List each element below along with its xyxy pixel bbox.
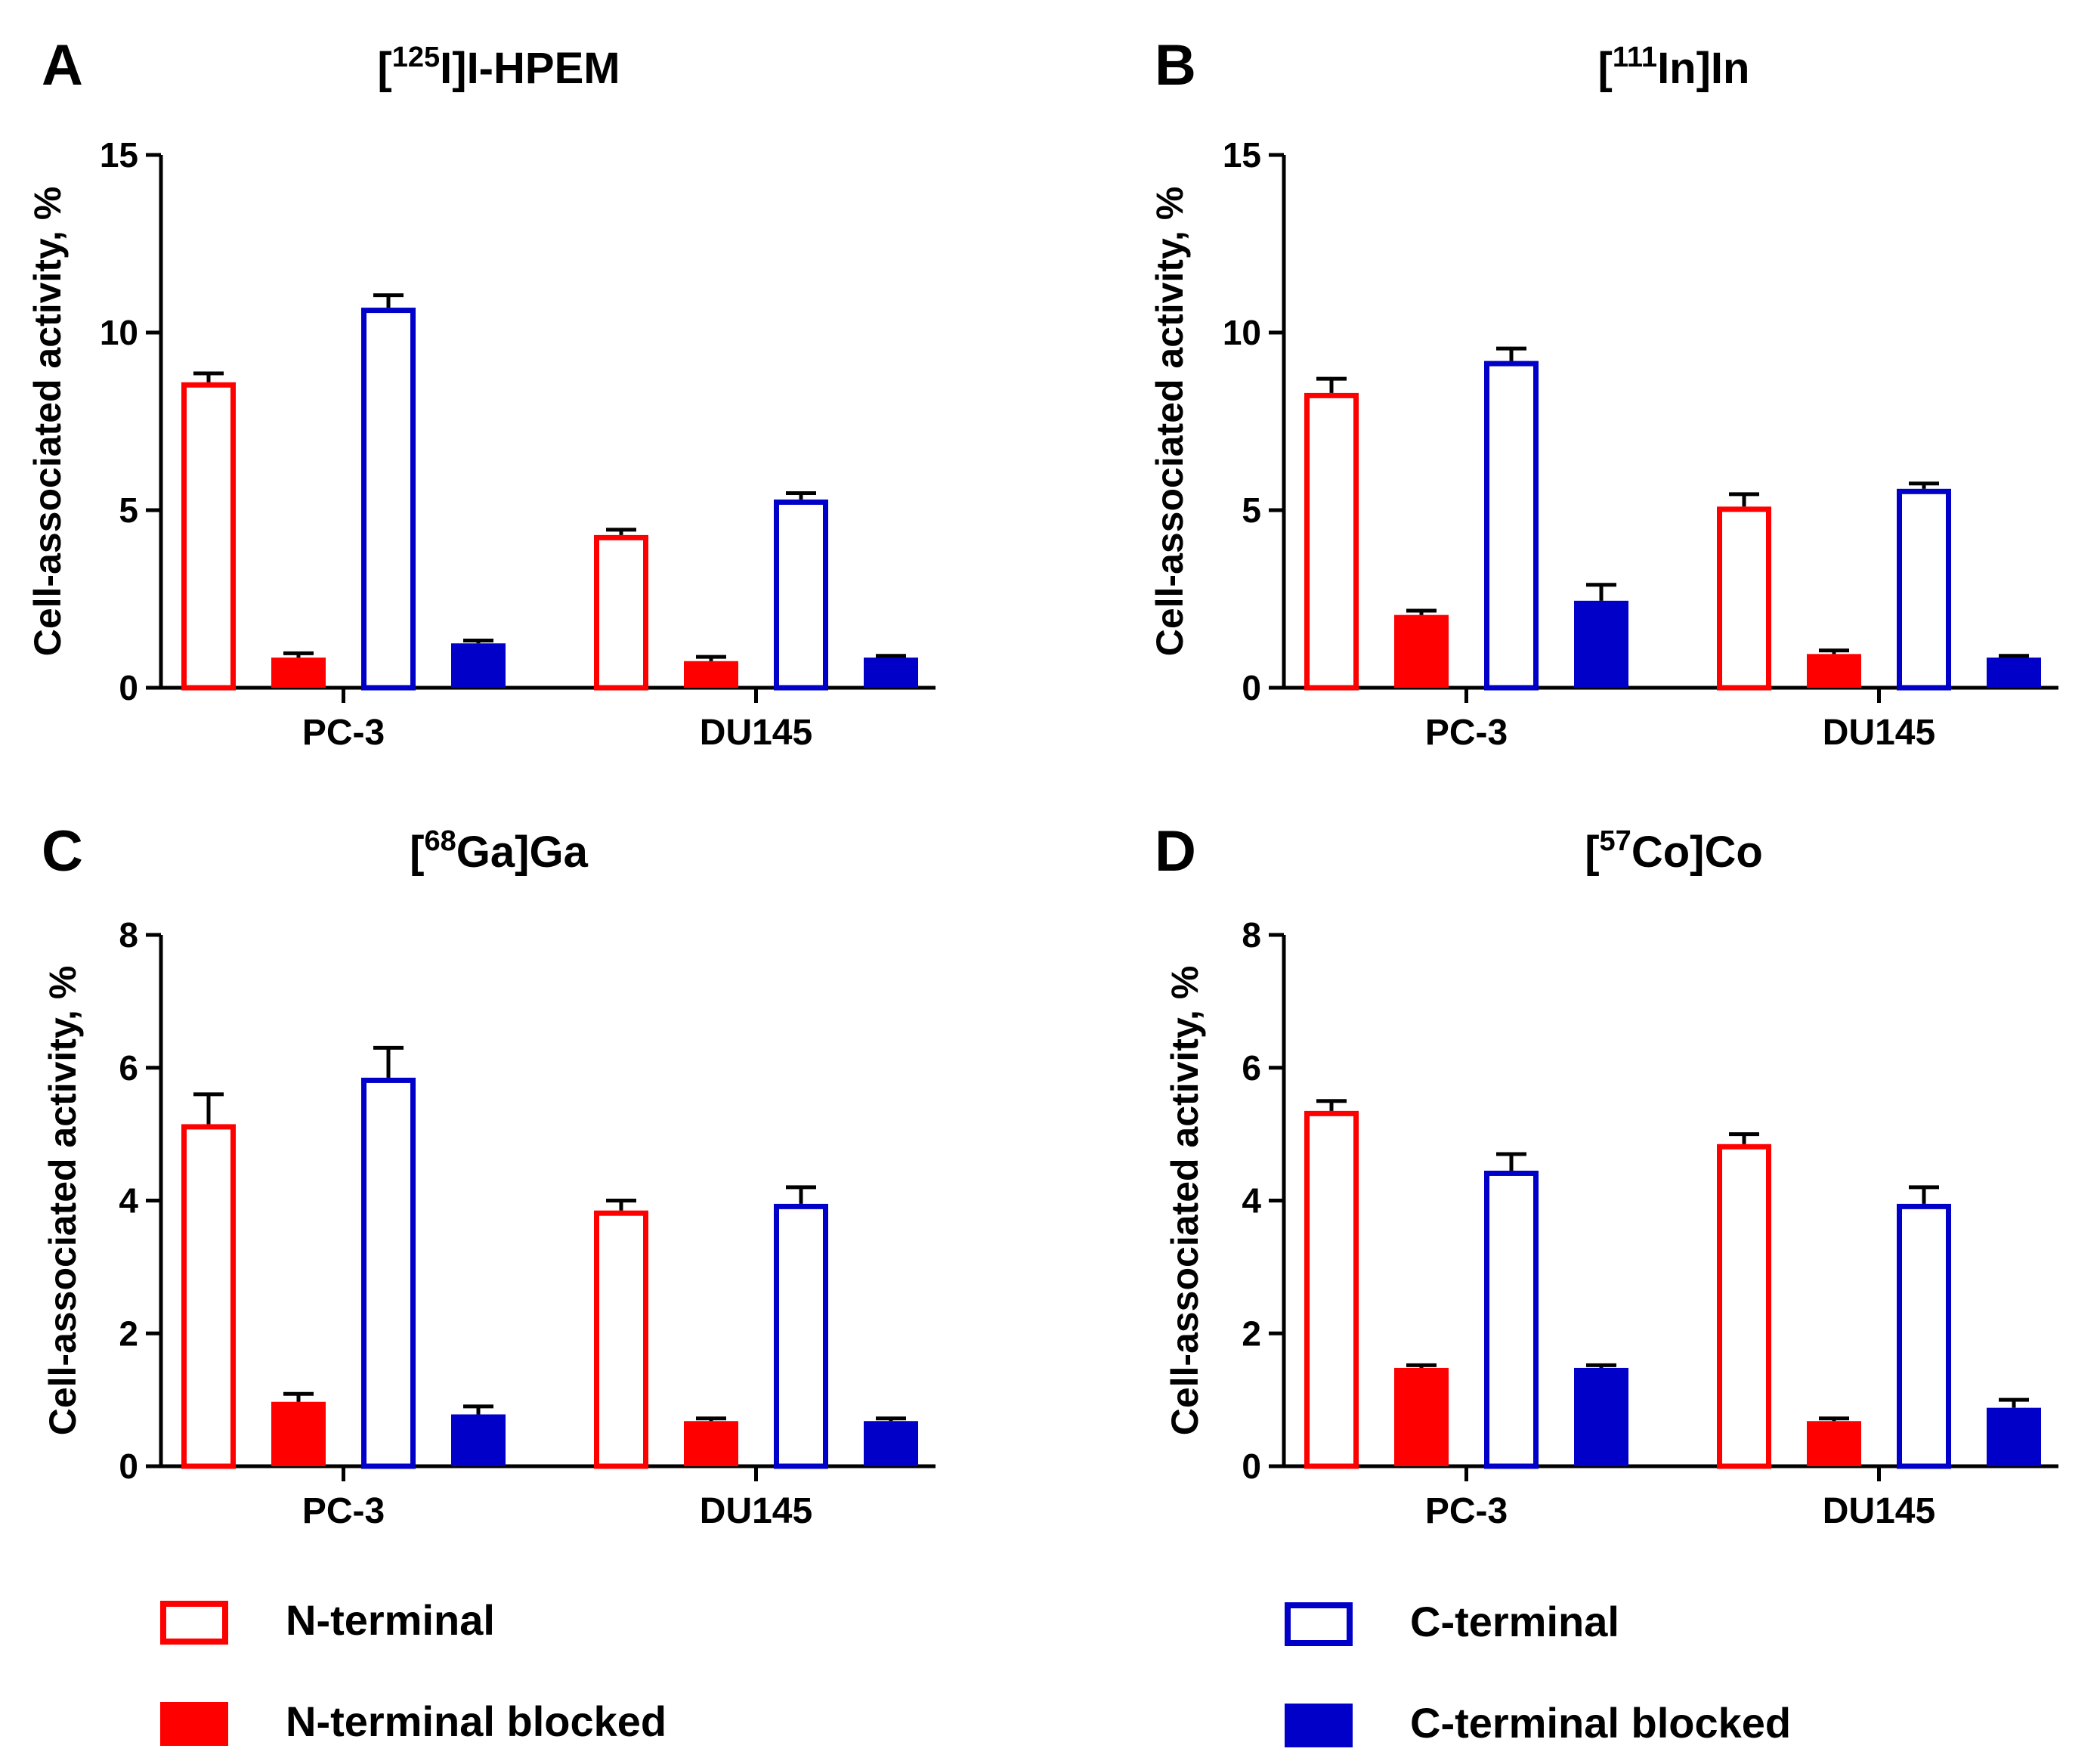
y-axis-label: Cell-associated activity, % — [42, 966, 84, 1436]
y-tick-label: 0 — [1242, 1447, 1261, 1486]
bar — [774, 499, 828, 691]
bar — [1897, 1203, 1951, 1469]
y-tick-label: 0 — [119, 668, 138, 707]
bar — [684, 661, 738, 688]
y-tick-label: 0 — [1242, 668, 1261, 707]
y-tick-label: 10 — [1223, 313, 1261, 352]
title-suffix: Co]Co — [1631, 828, 1763, 877]
bar — [1574, 600, 1628, 688]
x-category-label: PC-3 — [302, 713, 385, 753]
y-axis-label: Cell-associated activity, % — [1149, 187, 1191, 657]
bar — [684, 1421, 738, 1466]
legend-swatch-filled — [160, 1702, 228, 1746]
title-prefix: [ — [377, 44, 391, 93]
bar — [1484, 1170, 1539, 1469]
y-tick-label: 5 — [119, 491, 138, 530]
legend-label: N-terminal — [286, 1596, 495, 1644]
bar — [1304, 392, 1359, 691]
y-tick-label: 4 — [119, 1181, 138, 1221]
bar — [361, 1077, 416, 1469]
bar — [864, 658, 918, 688]
y-tick-label: 4 — [1242, 1181, 1261, 1221]
y-tick-label: 2 — [1242, 1314, 1261, 1353]
chart-title: [68Ga]Ga — [410, 825, 588, 877]
bar — [181, 1124, 236, 1469]
bar — [1807, 654, 1861, 688]
bar — [594, 1210, 648, 1469]
bar — [774, 1203, 828, 1469]
x-category-label: DU145 — [1823, 713, 1935, 753]
bar — [1987, 658, 2041, 688]
legend-label: N-terminal blocked — [286, 1697, 666, 1745]
y-tick-label: 10 — [100, 313, 138, 352]
legend: N-terminal N-terminal blocked C-terminal C-… — [160, 1596, 1791, 1747]
bar — [271, 1401, 326, 1466]
chart-panel-d: D [57Co]Co Cell-associated activity, % 0 2 4 6… — [1155, 819, 2058, 1531]
y-tick-label: 6 — [119, 1048, 138, 1088]
y-tick-label: 15 — [100, 135, 138, 175]
x-category-label: DU145 — [700, 1491, 812, 1531]
panel-letter: B — [1155, 33, 1196, 97]
bar — [1484, 361, 1539, 691]
title-prefix: [ — [410, 828, 424, 877]
title-suffix: Ga]Ga — [456, 828, 589, 877]
x-category-label: DU145 — [700, 713, 812, 753]
chart-panel-a: A [125I]I-HPEM Cell-associated activity, %… — [26, 33, 936, 753]
bar — [1717, 506, 1771, 691]
chart-title: [57Co]Co — [1585, 825, 1763, 877]
title-prefix: [ — [1585, 828, 1599, 877]
chart-title: [111In]In — [1598, 42, 1750, 93]
legend-swatch-filled — [1285, 1704, 1353, 1747]
legend-swatch-open — [1285, 1602, 1353, 1646]
bar — [1897, 488, 1951, 691]
legend-swatch-open — [160, 1601, 228, 1645]
bar — [1394, 614, 1449, 688]
legend-label: C-terminal — [1410, 1598, 1619, 1645]
y-tick-label: 8 — [119, 915, 138, 955]
y-axis-label: Cell-associated activity, % — [26, 187, 69, 657]
title-superscript: 57 — [1600, 825, 1631, 857]
bar — [361, 308, 416, 691]
chart-title: [125I]I-HPEM — [377, 42, 620, 93]
title-superscript: 125 — [392, 42, 440, 73]
panel-letter: A — [42, 33, 83, 97]
bar — [451, 1414, 506, 1466]
bar — [594, 534, 648, 691]
y-tick-label: 0 — [119, 1447, 138, 1486]
bar — [1394, 1367, 1449, 1466]
x-category-label: PC-3 — [1425, 713, 1508, 753]
title-suffix: In]In — [1657, 44, 1749, 93]
bar — [1807, 1421, 1861, 1466]
bar — [181, 382, 236, 691]
bar — [1717, 1144, 1771, 1469]
title-superscript: 68 — [424, 825, 456, 857]
y-axis-label: Cell-associated activity, % — [1164, 966, 1206, 1436]
y-tick-label: 15 — [1223, 135, 1261, 175]
title-prefix: [ — [1598, 44, 1613, 93]
bar — [1987, 1407, 2041, 1466]
y-tick-label: 2 — [119, 1314, 138, 1353]
bar — [864, 1421, 918, 1466]
x-category-label: PC-3 — [302, 1491, 385, 1531]
bar — [1574, 1367, 1628, 1466]
y-tick-label: 5 — [1242, 491, 1261, 530]
x-category-label: PC-3 — [1425, 1491, 1508, 1531]
bar — [271, 658, 326, 688]
y-tick-label: 6 — [1242, 1048, 1261, 1088]
panel-letter: C — [42, 819, 83, 884]
panel-letter: D — [1155, 819, 1196, 884]
title-suffix: I]I-HPEM — [440, 44, 620, 93]
bar — [1304, 1110, 1359, 1469]
x-category-label: DU145 — [1823, 1491, 1935, 1531]
y-tick-label: 8 — [1242, 915, 1261, 955]
title-superscript: 111 — [1613, 42, 1657, 73]
legend-label: C-terminal blocked — [1410, 1699, 1791, 1747]
chart-panel-b: B [111In]In Cell-associated activity, % 0 5 1… — [1149, 33, 2058, 753]
bar — [451, 643, 506, 688]
